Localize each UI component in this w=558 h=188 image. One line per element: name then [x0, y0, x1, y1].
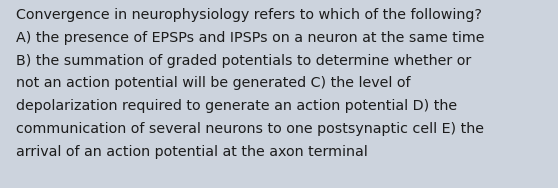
Text: B) the summation of graded potentials to determine whether or: B) the summation of graded potentials to… [16, 54, 472, 68]
Text: not an action potential will be generated C) the level of: not an action potential will be generate… [16, 76, 411, 90]
Text: arrival of an action potential at the axon terminal: arrival of an action potential at the ax… [16, 145, 368, 159]
Text: A) the presence of EPSPs and IPSPs on a neuron at the same time: A) the presence of EPSPs and IPSPs on a … [16, 31, 484, 45]
Text: communication of several neurons to one postsynaptic cell E) the: communication of several neurons to one … [16, 122, 484, 136]
Text: Convergence in neurophysiology refers to which of the following?: Convergence in neurophysiology refers to… [16, 8, 482, 22]
Text: depolarization required to generate an action potential D) the: depolarization required to generate an a… [16, 99, 457, 113]
